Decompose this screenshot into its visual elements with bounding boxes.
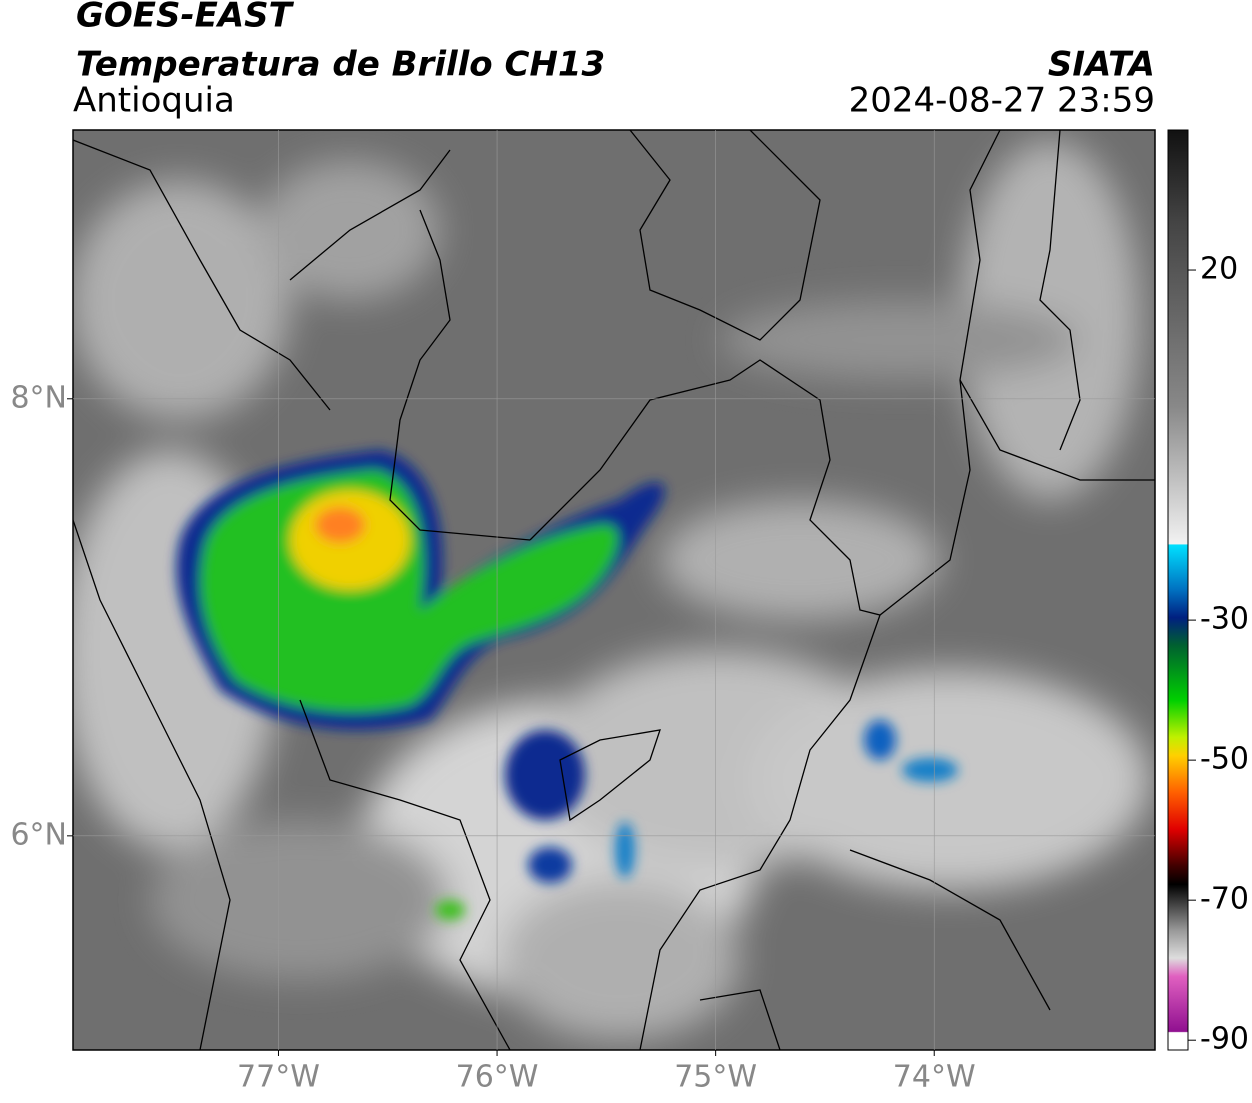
map-frame: [72, 129, 1156, 1051]
colorbar-label: -70: [1200, 882, 1249, 917]
product: Temperatura de Brillo CH13: [76, 45, 605, 85]
colorbar-label: -90: [1200, 1022, 1249, 1057]
x-tick-label: 75°W: [674, 1060, 757, 1095]
colorbar-label: 20: [1200, 252, 1238, 287]
colorbar: [1167, 129, 1189, 1051]
satellite: GOES-EAST: [76, 0, 295, 36]
y-tick-label: 8°N: [10, 380, 67, 415]
x-tick-label: 76°W: [456, 1060, 539, 1095]
x-tick-label: 74°W: [893, 1060, 976, 1095]
x-tick-label: 77°W: [237, 1060, 320, 1095]
satellite-image: [73, 130, 1155, 1050]
region: Antioquia: [73, 81, 235, 121]
source: SIATA: [1048, 45, 1155, 85]
y-tick-label: 6°N: [10, 817, 67, 852]
colorbar-label: -50: [1200, 742, 1249, 777]
datetime: 2024-08-27 23:59: [849, 81, 1155, 121]
colorbar-label: -30: [1200, 602, 1249, 637]
